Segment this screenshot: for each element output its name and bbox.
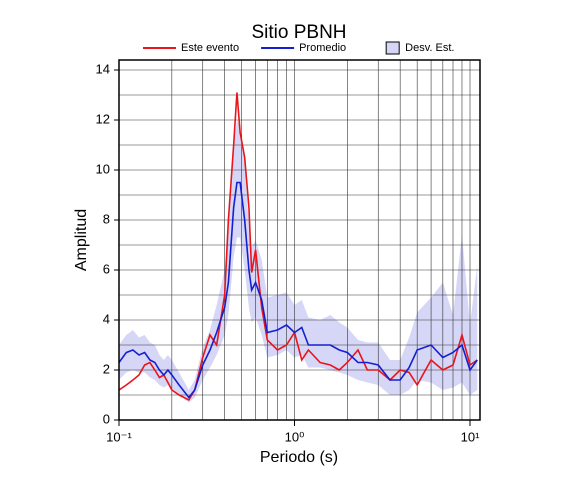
x-axis-label: Periodo (s) xyxy=(260,449,338,466)
y-tick-label: 2 xyxy=(103,361,110,376)
legend-label: Este evento xyxy=(181,42,239,54)
y-tick-label: 6 xyxy=(103,261,110,276)
std-band xyxy=(119,120,478,403)
y-tick-label: 0 xyxy=(103,411,110,426)
series-line xyxy=(118,92,478,402)
y-axis-label: Amplitud xyxy=(73,209,90,271)
legend-label: Desv. Est. xyxy=(405,42,454,54)
y-tick-label: 4 xyxy=(103,311,110,326)
y-tick-label: 14 xyxy=(96,61,110,76)
y-tick-label: 10 xyxy=(96,161,110,176)
legend-swatch xyxy=(385,41,400,55)
x-tick-label: 10⁰ xyxy=(285,429,305,444)
plot-frame xyxy=(118,59,481,421)
y-tick-label: 12 xyxy=(96,111,110,126)
chart-title: Sitio PBNH xyxy=(251,22,346,43)
y-tick-label: 8 xyxy=(103,211,110,226)
series-line xyxy=(118,181,478,399)
x-tick-label: 10⁻¹ xyxy=(106,429,132,444)
legend-label: Promedio xyxy=(299,42,346,54)
x-tick-label: 10¹ xyxy=(461,429,480,444)
